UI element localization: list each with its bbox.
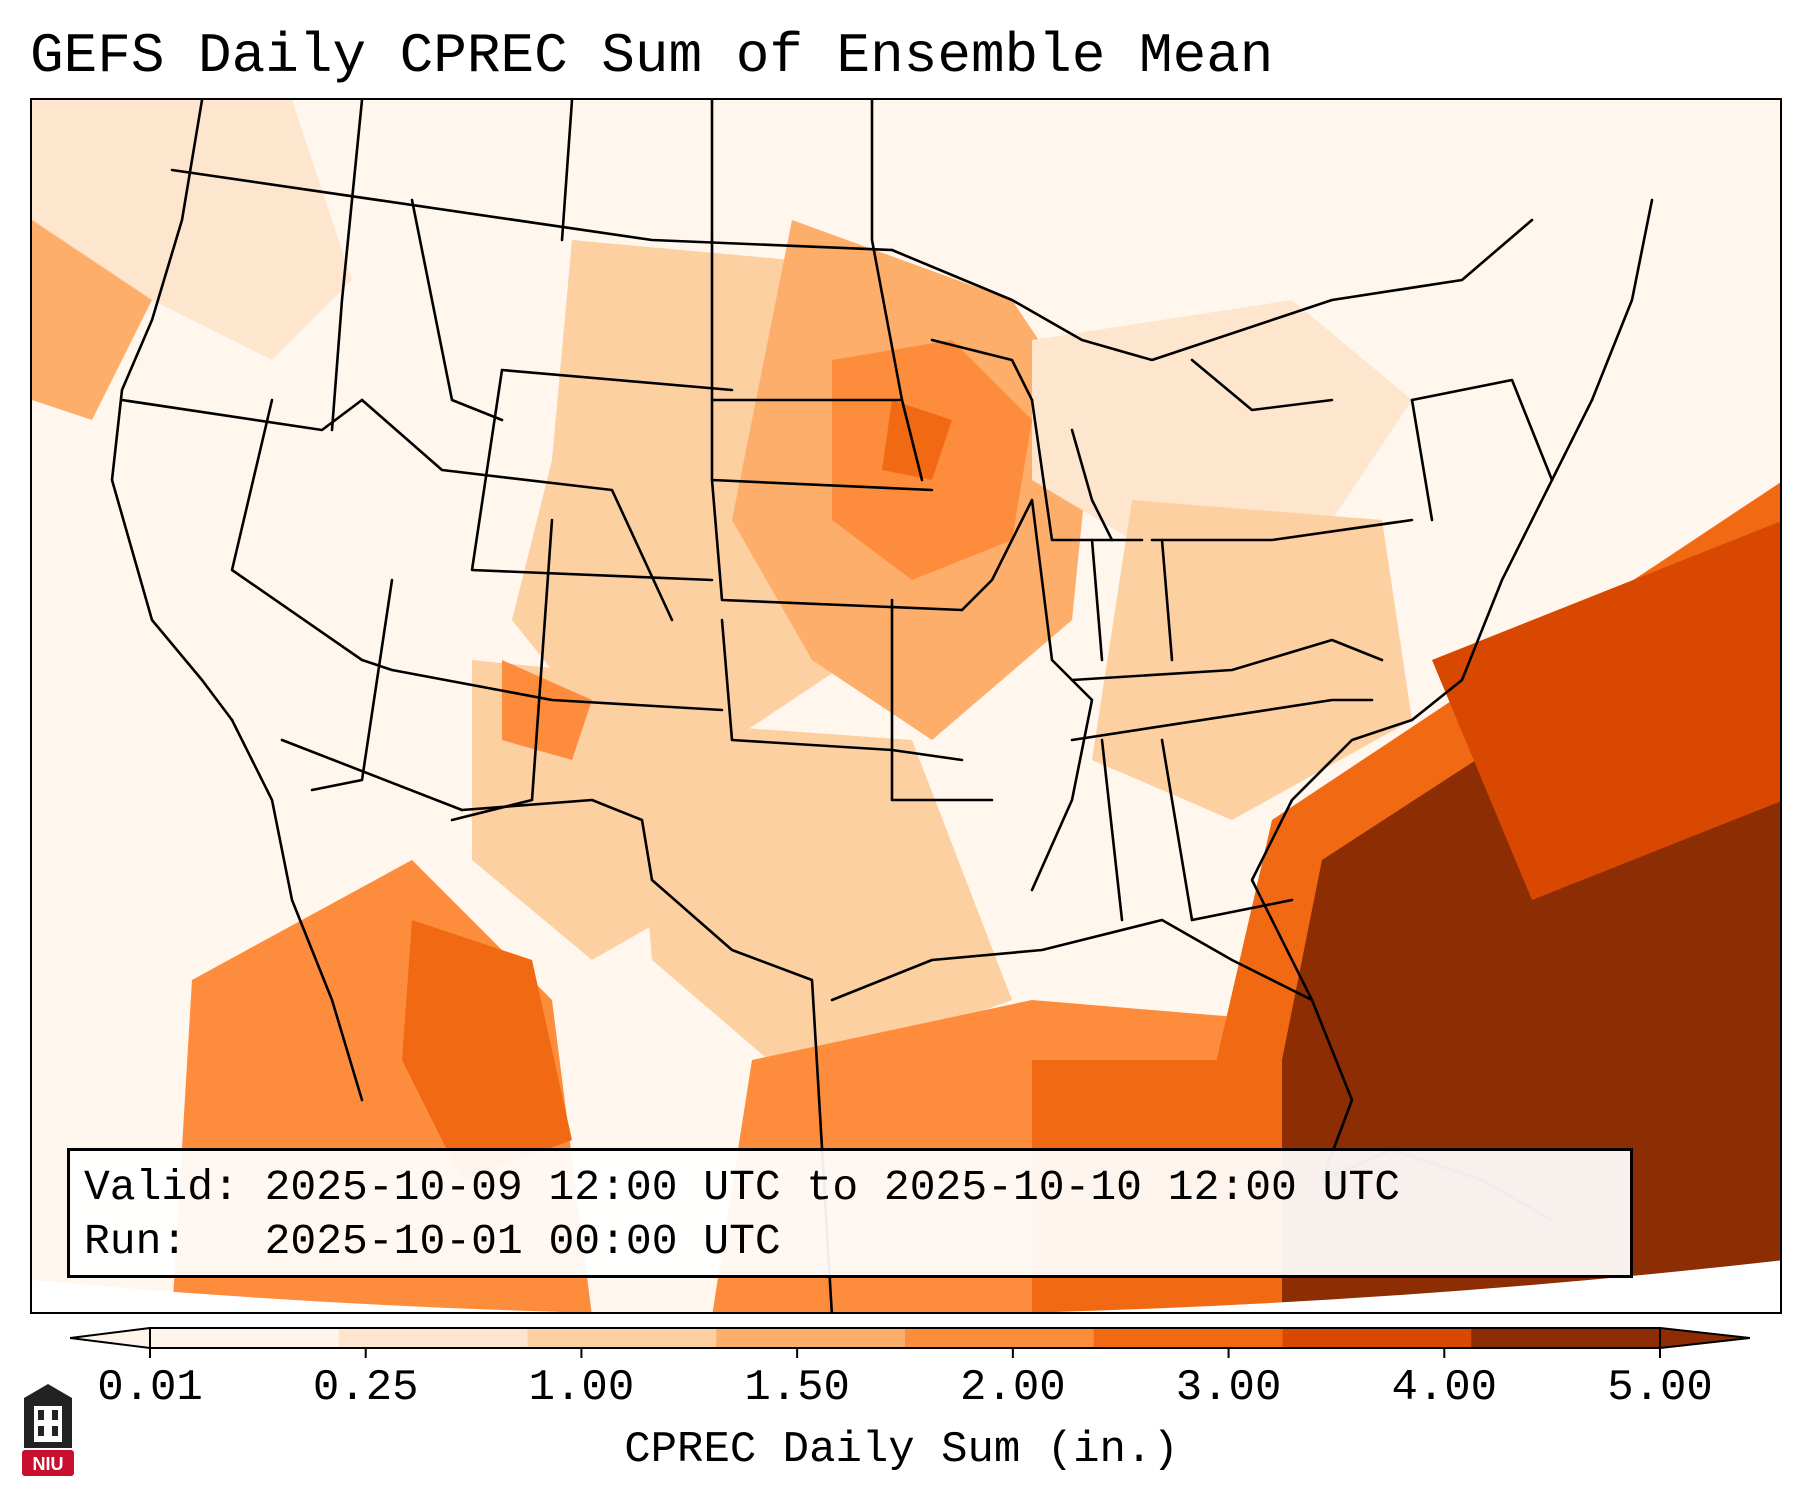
nevada-california (230, 398, 364, 662)
colorbar-swatch (150, 1328, 340, 1348)
gulf-coast (830, 918, 1354, 1182)
state-and-country-borders (110, 100, 1654, 1312)
oregon-california (120, 398, 364, 432)
colorbar-under-arrow (70, 1326, 151, 1350)
valid-time-text: Valid: 2025-10-09 12:00 UTC to 2025-10-1… (84, 1163, 1401, 1212)
alabama-west (1100, 738, 1124, 922)
colorbar-outline (149, 1327, 1661, 1349)
nevada-utah (360, 398, 674, 622)
precipitation-shading (32, 100, 1780, 1312)
maine-coast (1590, 198, 1654, 402)
tennessee-south (1070, 698, 1374, 742)
shading-texas (632, 720, 1012, 1080)
colorbar-tick-label: 0.25 (312, 1363, 419, 1413)
baja-coast (230, 718, 364, 1102)
four-corners (360, 658, 724, 712)
niu-logo-text: NIU (33, 1454, 64, 1474)
wisconsin-north (930, 338, 1034, 402)
colorbar-label: CPREC Daily Sum (in.) (624, 1425, 1179, 1475)
new-england (1410, 378, 1554, 482)
shading-sierra-madre (402, 920, 572, 1180)
kansas-south (710, 478, 964, 612)
oklahoma-texas (720, 618, 964, 762)
colorbar-tick-label: 1.00 (528, 1363, 635, 1413)
minnesota-west (870, 100, 924, 482)
shading-pacific (32, 220, 152, 420)
arkansas (890, 598, 994, 802)
colorbar-tick-label: 4.00 (1391, 1363, 1498, 1413)
montana-dakota (560, 100, 574, 242)
us-mexico-arizona (280, 738, 464, 812)
georgia-west (1160, 738, 1194, 922)
ohio-north (1150, 518, 1414, 542)
colorbar (70, 1326, 1750, 1358)
shading-great-lakes (1032, 300, 1412, 540)
lake-erie-shore (1190, 358, 1334, 412)
colorbar-tick-label: 1.50 (744, 1363, 850, 1413)
wyoming-borders (470, 368, 714, 582)
off-globe-area (32, 1260, 1780, 1312)
colorbar-tick-label: 3.00 (1175, 1363, 1282, 1413)
shading-atlantic-band (1432, 521, 1780, 900)
arizona-nm (450, 518, 554, 822)
colorbar-tick-label: 0.01 (97, 1363, 203, 1413)
colorbar-swatch (716, 1328, 906, 1348)
us-canada-border-west (170, 168, 894, 252)
lake-michigan-east (1070, 428, 1114, 542)
wyoming-north (500, 368, 734, 392)
us-west-coast (110, 100, 234, 722)
idaho-west (330, 100, 364, 432)
colorbar-swatch (905, 1328, 1095, 1348)
colorbar-tick-label: 2.00 (960, 1363, 1066, 1413)
niu-logo-icon: NIU (22, 1384, 74, 1476)
info-box: Valid: 2025-10-09 12:00 UTC to 2025-10-1… (67, 1148, 1633, 1278)
indiana-ohio (1160, 538, 1174, 662)
atlantic-coast (1250, 398, 1594, 1002)
ny-pa (1410, 398, 1434, 522)
us-canada-border-east (890, 218, 1534, 362)
colorbar-swatch (1282, 1328, 1472, 1348)
precipitation-map (30, 98, 1782, 1314)
arizona-west (310, 578, 394, 792)
mississippi-river (960, 498, 1094, 892)
indiana-illinois (1090, 538, 1104, 662)
tennessee-north (1070, 638, 1384, 682)
shading-minnesota-core (882, 400, 952, 480)
shading-new-mexico (502, 660, 592, 760)
colorbar-swatch (527, 1328, 717, 1348)
idaho-montana (410, 198, 504, 422)
colorbar-swatch (1471, 1328, 1661, 1348)
us-mexico-texas (460, 798, 834, 1312)
colorbar-tick-label: 5.00 (1607, 1363, 1713, 1413)
florida-north (1190, 898, 1294, 922)
colorbar-over-arrow (1659, 1326, 1750, 1350)
map-title: GEFS Daily CPREC Sum of Ensemble Mean (30, 24, 1274, 88)
run-time-text: Run: 2025-10-01 00:00 UTC (84, 1217, 781, 1266)
colorbar-swatch (338, 1328, 528, 1348)
shading-ohio-valley (1092, 500, 1412, 820)
colorbar-swatch (1093, 1328, 1283, 1348)
